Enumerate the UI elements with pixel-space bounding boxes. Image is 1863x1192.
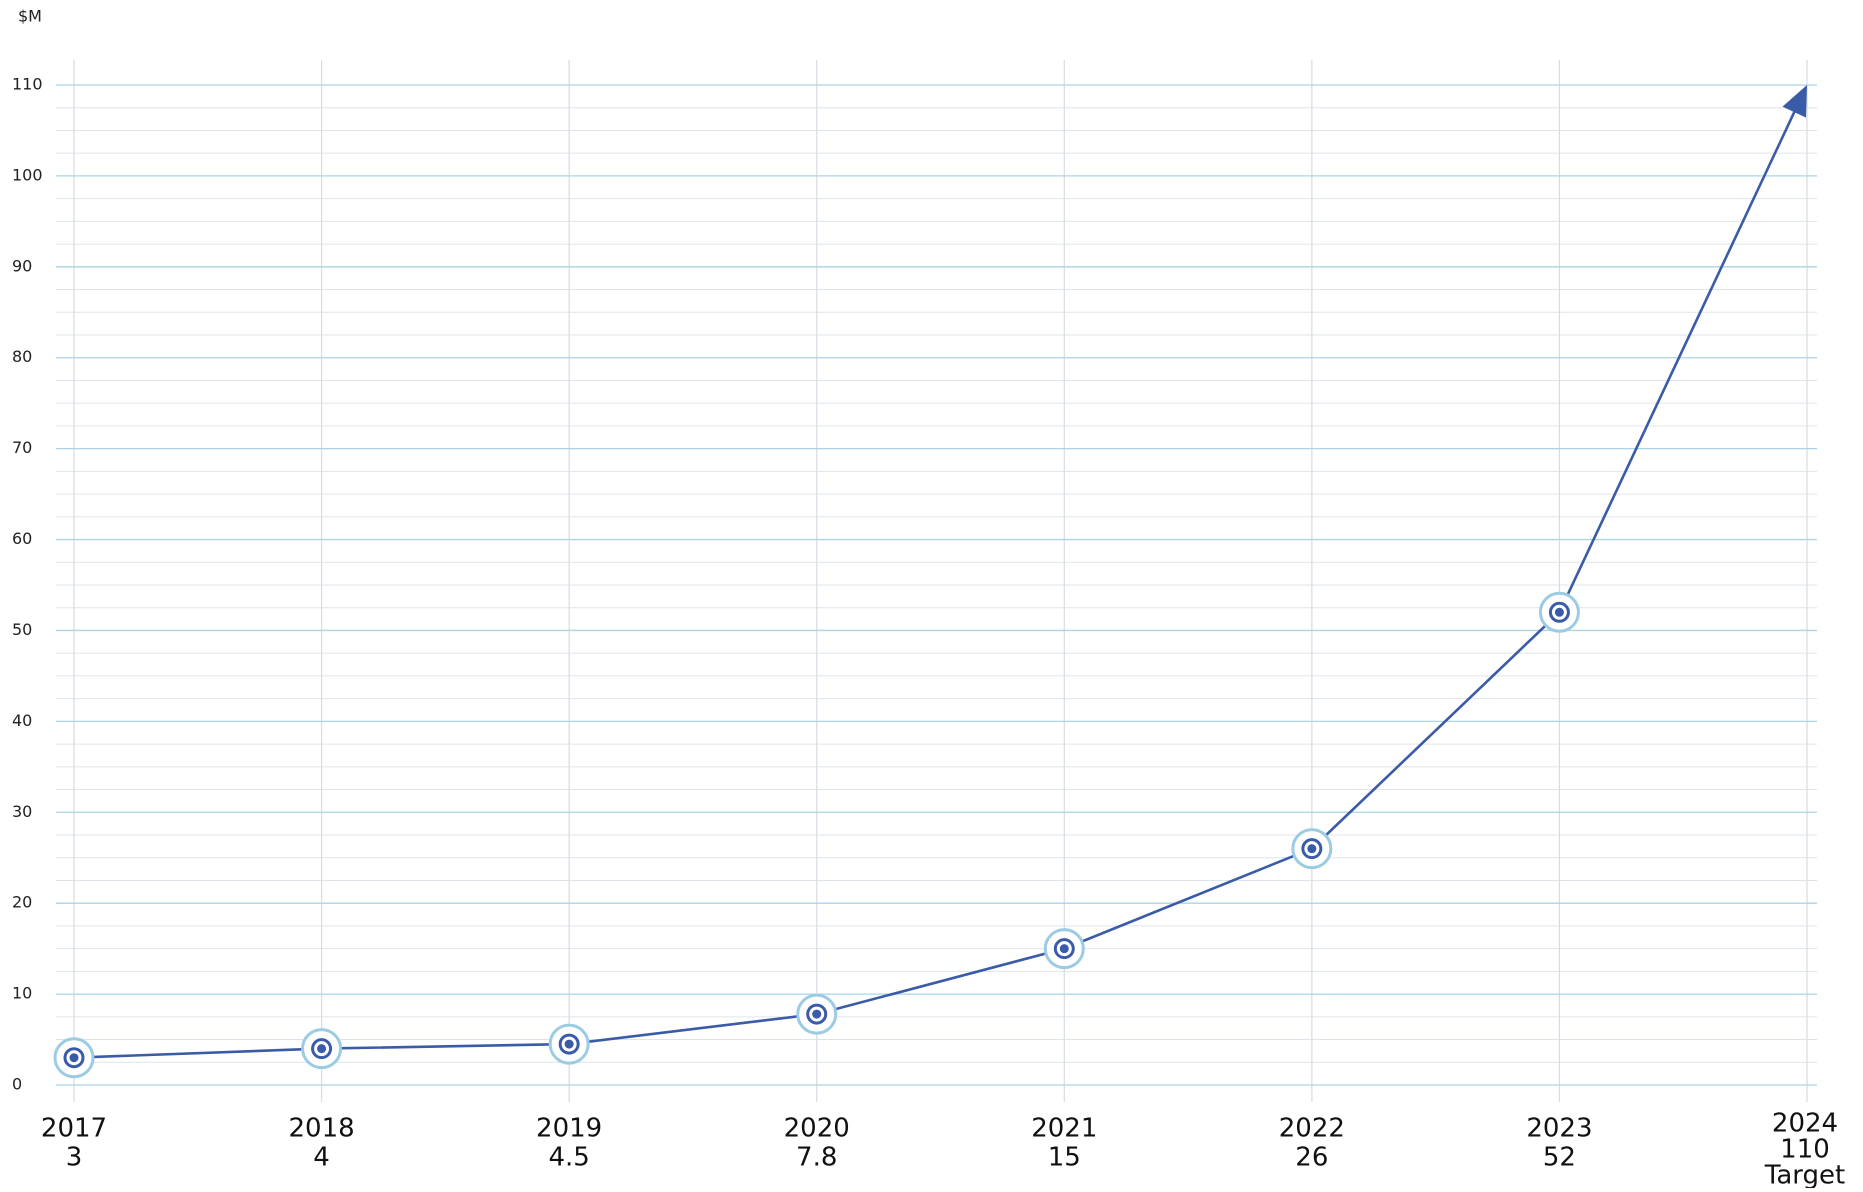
y-tick-label: 60 xyxy=(12,529,32,548)
point-dot xyxy=(1059,944,1069,954)
line xyxy=(73,102,1800,1059)
value-label: 26 xyxy=(1295,1143,1328,1173)
y-tick-label: 10 xyxy=(12,984,32,1003)
x-tick-label: 2019 xyxy=(536,1114,602,1144)
x-tick-label: 2023 xyxy=(1526,1114,1592,1144)
y-tick-label: 110 xyxy=(12,75,43,94)
y-tick-label: 100 xyxy=(12,165,43,184)
value-label: 52 xyxy=(1543,1143,1576,1173)
arrow-head xyxy=(1782,85,1807,118)
value-label: 15 xyxy=(1048,1143,1081,1173)
x-tick-label: 2022 xyxy=(1279,1114,1345,1144)
value-label: 110 xyxy=(1780,1135,1830,1165)
y-axis-label: $M xyxy=(18,7,42,26)
point-dot xyxy=(69,1053,79,1063)
value-label: 4.5 xyxy=(548,1143,589,1173)
y-tick-label: 40 xyxy=(12,711,32,730)
point xyxy=(301,1028,343,1070)
x-tick-label: 2021 xyxy=(1031,1114,1097,1144)
y-tick-label: 70 xyxy=(12,438,32,457)
x-tick-label: 2018 xyxy=(288,1114,354,1144)
y-tick-label: 30 xyxy=(12,802,32,821)
point-dot xyxy=(317,1044,327,1054)
point-dot xyxy=(564,1039,574,1049)
x-tick-label: 2024 xyxy=(1772,1109,1838,1139)
point xyxy=(53,1037,95,1079)
point xyxy=(1538,591,1580,633)
point xyxy=(1043,928,1085,970)
point-dot xyxy=(1307,844,1317,854)
value-label: 4 xyxy=(313,1143,330,1173)
value-label: 7.8 xyxy=(796,1143,837,1173)
y-tick-label: 20 xyxy=(12,893,32,912)
point-dot xyxy=(1554,607,1564,617)
point xyxy=(548,1023,590,1065)
y-tick-label: 0 xyxy=(12,1075,22,1094)
y-tick-label: 80 xyxy=(12,347,32,366)
point xyxy=(1291,828,1333,870)
y-tick-label: 90 xyxy=(12,256,32,275)
x-tick-label: 2020 xyxy=(784,1114,850,1144)
x-tick-label: 2017 xyxy=(41,1114,107,1144)
annotation: Target xyxy=(1764,1161,1845,1189)
point xyxy=(796,993,838,1035)
value-label: 3 xyxy=(66,1143,83,1173)
point-dot xyxy=(812,1009,822,1019)
y-tick-label: 50 xyxy=(12,620,32,639)
